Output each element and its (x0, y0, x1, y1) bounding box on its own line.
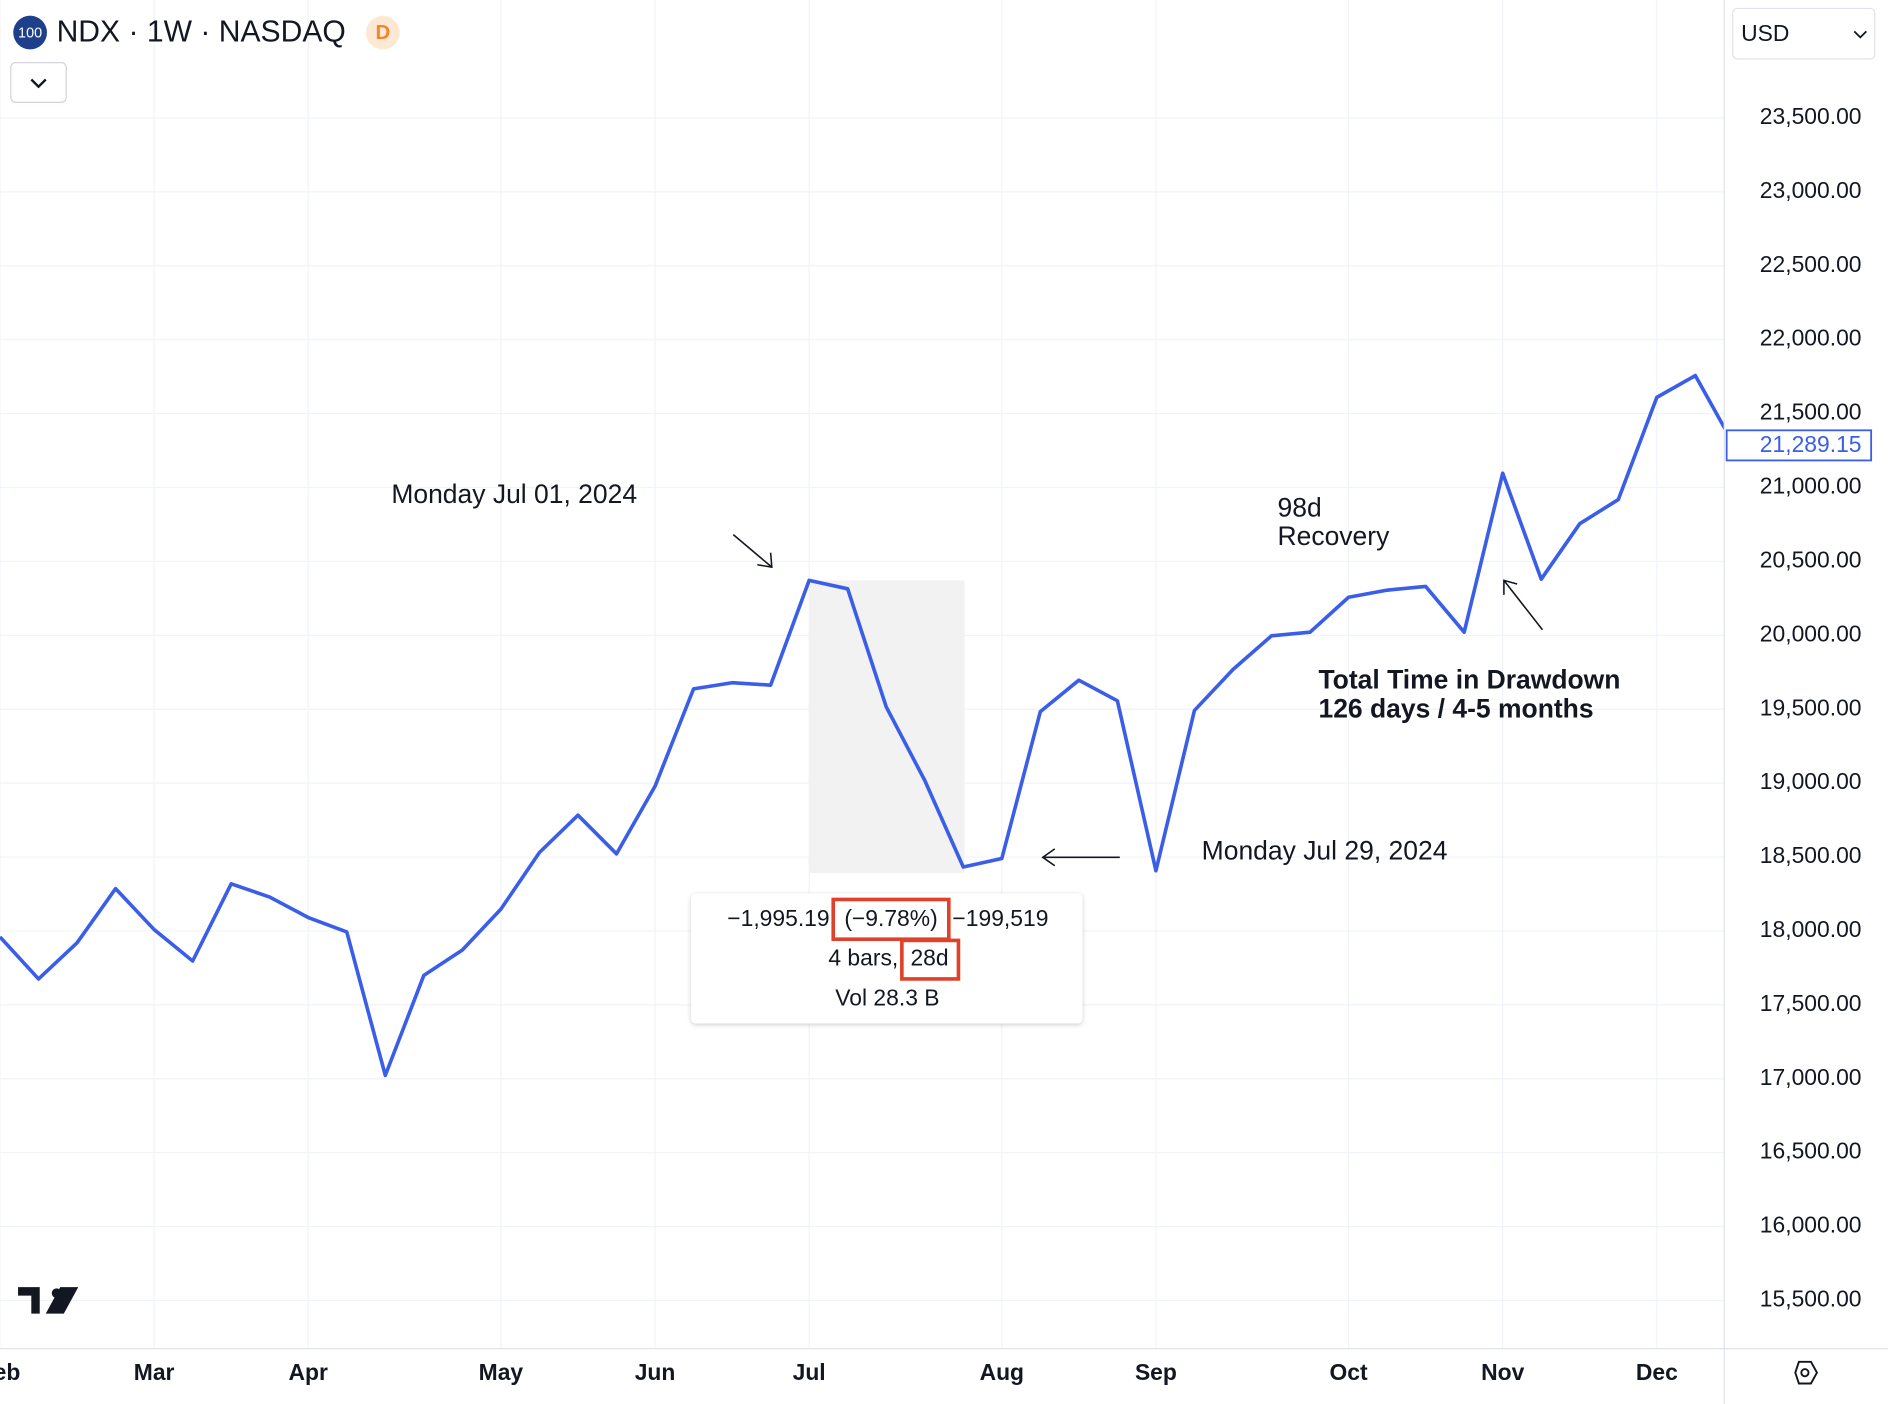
arrow (732, 534, 773, 569)
annotation: 126 days / 4-5 months (1318, 693, 1593, 723)
highlight-box (900, 938, 961, 981)
currency-select[interactable] (1732, 7, 1876, 60)
x-tick-label: Jul (793, 1359, 826, 1385)
tooltip-change: −1,995.19 (727, 905, 829, 931)
x-tick-label: Aug (980, 1359, 1024, 1385)
arrow (1041, 848, 1120, 867)
x-tick-label: Dec (1636, 1359, 1678, 1385)
settings-icon (1800, 1368, 1810, 1378)
x-tick-label: Oct (1330, 1359, 1368, 1385)
y-tick-label: 19,000.00 (1760, 768, 1862, 794)
y-tick-label: 21,000.00 (1760, 473, 1862, 499)
x-tick-label: Apr (289, 1359, 328, 1385)
y-tick-label: 21,500.00 (1760, 399, 1862, 425)
last-price-label: 21,289.15 (1760, 431, 1862, 457)
highlight-box (831, 897, 951, 942)
symbol-icon (13, 15, 47, 50)
y-tick-label: 18,000.00 (1760, 916, 1862, 942)
settings-icon[interactable] (1794, 1360, 1819, 1385)
y-tick-label: 23,000.00 (1760, 177, 1862, 203)
y-tick-label: 22,000.00 (1760, 325, 1862, 351)
tooltip-ticks: −199,519 (952, 905, 1048, 931)
x-tick-label: Jun (635, 1359, 676, 1385)
y-tick-label: 22,500.00 (1760, 251, 1862, 277)
y-tick-label: 16,500.00 (1760, 1138, 1862, 1164)
collapse-button[interactable] (10, 62, 67, 103)
chevron (30, 78, 47, 89)
tooltip-volume: Vol 28.3 B (835, 984, 939, 1010)
tooltip-bars: 4 bars, (828, 945, 898, 971)
y-tick-label: 17,000.00 (1760, 1064, 1862, 1090)
y-tick-label: 17,500.00 (1760, 990, 1862, 1016)
x-tick-label: May (479, 1359, 524, 1385)
tooltip-days: 28d (910, 945, 948, 971)
chevron (1853, 30, 1867, 39)
y-tick-label: 20,500.00 (1760, 546, 1862, 572)
x-tick-label: Sep (1135, 1359, 1177, 1385)
y-tick-label: 15,500.00 (1760, 1286, 1862, 1312)
y-tick-label: 18,500.00 (1760, 842, 1862, 868)
arrow (1503, 579, 1544, 631)
x-tick-label: Feb (0, 1359, 20, 1385)
annotation: Monday Jul 01, 2024 (391, 479, 637, 509)
x-tick-label: Mar (134, 1359, 175, 1385)
price-line (0, 373, 1725, 1078)
annotation: Recovery (1278, 521, 1391, 551)
y-tick-label: 19,500.00 (1760, 694, 1862, 720)
currency: USD (1741, 20, 1789, 46)
symbol-title[interactable]: NDX · 1W · NASDAQ (57, 16, 346, 49)
range-selection (809, 580, 965, 873)
x-tick-label: Nov (1481, 1359, 1524, 1385)
symbol-badge: 100 (18, 26, 42, 42)
measure-tooltip (691, 893, 1083, 1024)
logo (51, 1288, 62, 1299)
badge-bg (366, 15, 400, 50)
annotation: 98d (1278, 492, 1322, 522)
annotation: Monday Jul 29, 2024 (1202, 836, 1448, 866)
y-tick-label: 20,000.00 (1760, 620, 1862, 646)
tooltip-percent: (−9.78%) (844, 905, 937, 931)
y-tick-label: 16,000.00 (1760, 1212, 1862, 1238)
y-tick-label: 23,500.00 (1760, 103, 1862, 129)
logo[interactable] (18, 1287, 79, 1314)
annotation: Total Time in Drawdown (1318, 665, 1620, 695)
last-price-box (1725, 429, 1873, 462)
data-badge: D (376, 21, 391, 44)
